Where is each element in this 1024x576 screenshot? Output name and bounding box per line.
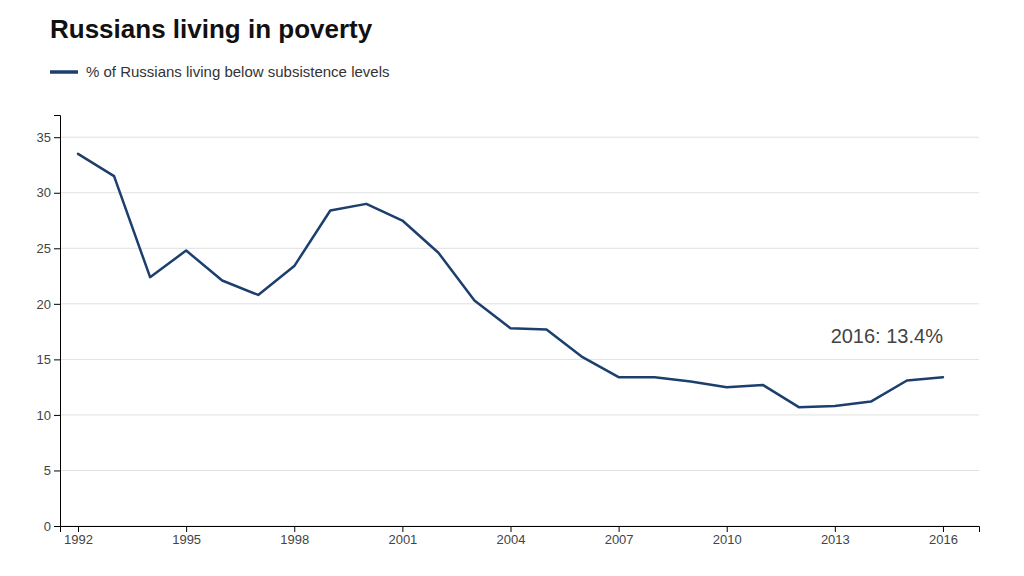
title: Russians living in poverty	[50, 14, 373, 44]
legend-item: % of Russians living below subsistence l…	[50, 63, 389, 80]
x-tick-label: 2001	[388, 532, 417, 547]
x-tick-mark	[943, 526, 944, 532]
y-tick-label: 30	[37, 185, 51, 200]
y-tick: 10	[37, 408, 60, 423]
annotation: 2016: 13.4%	[831, 325, 944, 347]
y-tick: 30	[37, 185, 60, 200]
legend: % of Russians living below subsistence l…	[50, 63, 389, 80]
x-tick: 2010	[713, 526, 742, 547]
x-tick: 2007	[605, 526, 634, 547]
x-axis: 1992 1995 1998 2001 2004 2007 2010 2013 2016	[61, 526, 980, 547]
y-tick-mark	[54, 359, 60, 360]
x-tick-mark	[186, 526, 187, 532]
grid-line	[60, 192, 979, 193]
x-tick: 1995	[172, 526, 201, 547]
y-axis-line	[54, 116, 61, 527]
y-tick-mark	[54, 137, 60, 138]
grid-line	[60, 359, 979, 360]
x-tick-mark	[510, 526, 511, 532]
legend-label: % of Russians living below subsistence l…	[86, 63, 389, 80]
y-tick: 15	[37, 352, 60, 367]
grid-line	[60, 303, 979, 304]
x-tick: 1998	[280, 526, 309, 547]
grid	[60, 137, 979, 526]
y-axis: 0 5 10 15 20 25 30 35	[37, 116, 61, 534]
y-tick-label: 15	[37, 352, 51, 367]
x-axis-line	[61, 527, 980, 533]
x-tick: 2016	[929, 526, 958, 547]
y-tick: 20	[37, 296, 60, 311]
x-tick-label: 1995	[172, 532, 201, 547]
x-tick: 2013	[821, 526, 850, 547]
x-tick-mark	[294, 526, 295, 532]
legend-swatch	[50, 70, 78, 74]
grid-line	[60, 470, 979, 471]
y-tick: 35	[37, 130, 60, 145]
y-tick-mark	[54, 248, 60, 249]
x-tick-mark	[402, 526, 403, 532]
x-tick: 1992	[64, 526, 93, 547]
y-tick-label: 0	[44, 519, 51, 534]
y-tick: 5	[44, 463, 60, 478]
grid-line	[60, 414, 979, 415]
x-tick-label: 2016	[929, 532, 958, 547]
x-tick-label: 2010	[713, 532, 742, 547]
y-tick-label: 10	[37, 408, 51, 423]
y-tick-label: 5	[44, 463, 51, 478]
plot: 1992 1995 1998 2001 2004 2007 2010 2013 2016 0 5 10…	[37, 116, 980, 548]
marks	[78, 154, 943, 407]
y-tick-label: 20	[37, 296, 51, 311]
x-tick-mark	[78, 526, 79, 532]
x-tick-label: 2013	[821, 532, 850, 547]
y-tick: 0	[44, 519, 60, 534]
y-tick-mark	[54, 526, 60, 527]
x-tick-mark	[835, 526, 836, 532]
line	[78, 154, 943, 407]
grid-line	[60, 137, 979, 138]
y-tick-label: 25	[37, 241, 51, 256]
x-tick-label: 2007	[605, 532, 634, 547]
x-tick-mark	[619, 526, 620, 532]
x-tick: 2004	[497, 526, 526, 547]
y-tick-mark	[54, 415, 60, 416]
y-tick: 25	[37, 241, 60, 256]
y-tick-mark	[54, 193, 60, 194]
x-tick-label: 2004	[497, 532, 526, 547]
y-tick-label: 35	[37, 130, 51, 145]
grid-line	[60, 248, 979, 249]
y-tick-mark	[54, 304, 60, 305]
x-tick-mark	[727, 526, 728, 532]
x-tick-label: 1992	[64, 532, 93, 547]
chart: Russians living in poverty 1992 1995 1998 20…	[0, 0, 1024, 576]
y-tick-mark	[54, 470, 60, 471]
x-tick-label: 1998	[280, 532, 309, 547]
x-tick: 2001	[388, 526, 417, 547]
